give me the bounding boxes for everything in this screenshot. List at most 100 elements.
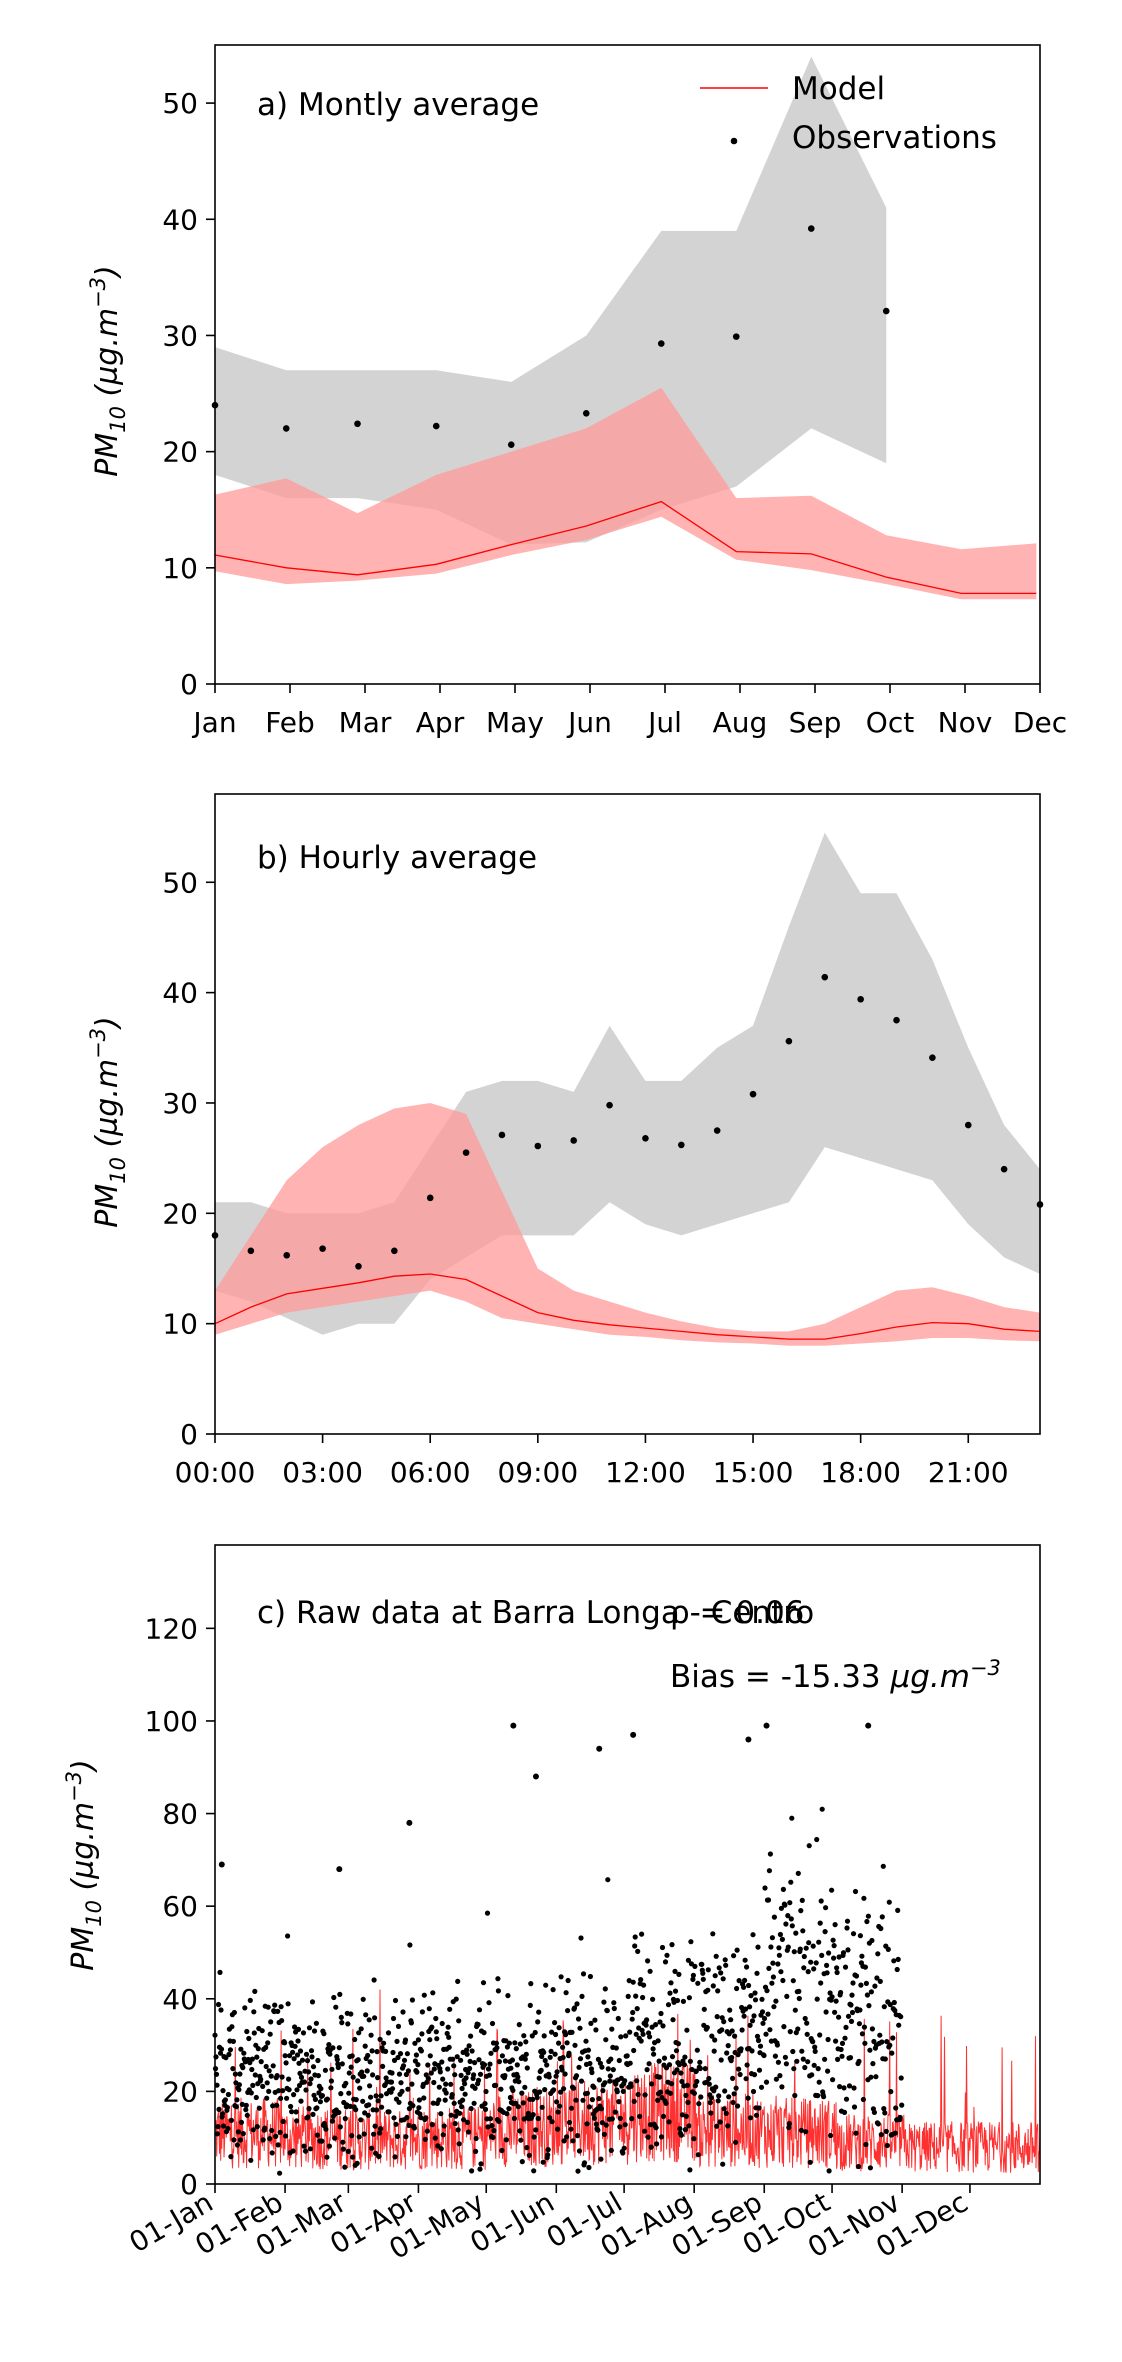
panel-c-obs-point [866,2003,872,2009]
panel-c-obs-point [213,2054,219,2060]
panel-c-obs-point [660,2023,666,2029]
panel-a-model-band [215,387,1037,600]
panel-c-obs-point [329,2066,335,2072]
panel-c-obs-point [463,2075,469,2081]
panel-c-obs-point [226,2051,232,2058]
panel-c-obs-point [561,2138,567,2144]
panel-c-obs-point [264,2080,270,2086]
panel-c-obs-point [683,2092,689,2098]
panel-a-observations-band [215,56,887,545]
panel-c-obs-point [831,1955,837,1961]
panel-c-obs-point [528,1981,534,1987]
panel-c-obs-point [694,2047,700,2053]
panel-c-obs-point [267,2031,273,2037]
panel-c-obs-point [396,2071,403,2077]
panel-c-obs-point [239,2101,245,2107]
panel-c-obs-point [806,1940,812,1946]
panel-c-obs-point [457,2110,463,2116]
panel-c-obs-point [749,2018,756,2024]
panel-c-obs-point [753,2112,760,2118]
panel-c-obs-point [484,1910,491,1916]
panel-c-obs-point [639,1931,645,1937]
panel-c-obs-point [599,2064,605,2070]
panel-c-obs-point [368,2094,374,2100]
panel-c-obs-outlier [532,1773,539,1780]
panel-c-obs-point [715,1988,721,1994]
panel-c-obs-point [614,2089,620,2095]
panel-b-x-ticks: 00:00 03:00 06:00 09:00 12:00 15:00 18:00 21:00 [175,1434,1009,1489]
panel-c-obs-point [731,1953,737,1959]
panel-c-obs-point [686,2123,692,2129]
panel-c-obs-point [374,2107,380,2113]
panel-c-obs-point [640,2031,646,2037]
panel-c-obs-point [896,2022,902,2028]
panel-c-obs-point [367,2059,373,2065]
panel-c-obs-point [750,2088,757,2095]
panel-c-obs-point [554,2099,560,2105]
panel-c-obs-point [810,2039,816,2045]
panel-c-obs-point [815,2093,821,2099]
panel-c-obs-point [237,2071,243,2077]
panel-c-obs-outlier [630,1731,637,1738]
panel-b-hourly-average: 0 10 20 30 40 50 00:00 03:00 06:00 09:00 12:00 15:… [86,793,1044,1489]
panel-c-obs-point [880,1863,886,1869]
panel-c-obs-point [687,2167,693,2173]
panel-c-obs-point [768,1944,774,1950]
panel-c-obs-point [741,2013,747,2019]
panel-c-obs-point [811,1966,817,1972]
panel-b-ytick-label-0: 0 [180,1418,198,1451]
panel-c-obs-point [893,2105,899,2111]
panel-b-obs-point-18 [857,995,864,1003]
panel-c-obs-point [779,1936,786,1942]
panel-c-obs-point [598,2106,605,2112]
panel-b-obs-point-5 [391,1247,398,1255]
panel-c-obs-point [844,1918,851,1924]
panel-c-obs-point [247,1997,253,2003]
panel-c-obs-point [679,2112,686,2118]
panel-c-obs-point [369,2145,375,2151]
panel-c-obs-point [757,2043,764,2049]
panel-c-obs-point [305,2069,312,2075]
panel-c-obs-point [458,2072,464,2078]
panel-c-obs-point [654,2141,660,2147]
panel-c-obs-point [663,2100,669,2106]
panel-c-obs-point [746,1982,752,1989]
panel-c-obs-point [336,2045,342,2051]
panel-c-obs-point [568,2105,575,2111]
panel-c-obs-point [682,2054,688,2060]
panel-c-obs-point [333,2004,339,2010]
panel-c-obs-point [603,2122,609,2128]
panel-c-obs-point [432,2135,438,2141]
panel-c-obs-point [774,2042,781,2048]
panel-c-obs-point [822,1929,828,1935]
panel-b-model-band [215,1103,1040,1346]
panel-c-obs-point [575,2016,582,2022]
panel-b-xtick-label-4: 12:00 [605,1456,686,1489]
panel-c-obs-point [650,1996,656,2002]
panel-c-obs-point [270,2063,276,2069]
panel-b-obs-point-22 [1000,1165,1008,1173]
panel-c-obs-point [337,1991,343,1997]
panel-c-obs-point [884,2039,890,2045]
panel-c-obs-point [555,2126,561,2132]
panel-c-obs-point [635,1948,641,1954]
panel-b-label: b) Hourly average [257,840,537,876]
panel-c-obs-point [439,2020,445,2027]
panel-c-obs-point [776,1945,782,1951]
panel-c-obs-point [595,2056,602,2062]
panel-c-obs-point [871,2109,878,2115]
panel-c-obs-point [360,1996,366,2002]
panel-c-obs-point [284,2095,290,2101]
panel-c-obs-point [862,2040,868,2046]
panel-c-obs-point [639,2027,645,2033]
panel-c-obs-point [693,2068,699,2074]
panel-c-obs-point [423,2115,429,2121]
panel-c-obs-point [565,2008,571,2014]
panel-c-obs-point [220,2088,226,2094]
panel-c-obs-point [553,2031,559,2038]
panel-c-obs-point [742,1977,748,1983]
panel-c-obs-point [853,1973,860,1979]
panel-a-bands [215,56,1037,600]
panel-c-obs-point [886,1899,892,1905]
panel-c-obs-point [892,2130,898,2136]
